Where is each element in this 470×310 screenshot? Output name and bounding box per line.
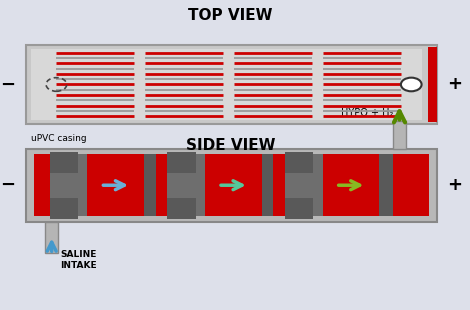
Text: TOP VIEW: TOP VIEW (188, 8, 273, 23)
Bar (50, 154, 87, 216)
Bar (379, 154, 391, 216)
Bar (38, 154, 50, 216)
Bar (34, 154, 38, 216)
Bar (50, 197, 78, 219)
Bar (323, 154, 379, 216)
Bar (34, 154, 429, 216)
Bar (285, 197, 313, 219)
Bar (26, 45, 437, 124)
Bar (87, 154, 144, 216)
Bar (393, 121, 406, 149)
Bar (167, 197, 196, 219)
Text: SALINE
INTAKE: SALINE INTAKE (60, 250, 97, 270)
Circle shape (401, 78, 422, 91)
Text: −: − (0, 176, 16, 194)
Bar (393, 154, 429, 216)
Bar (285, 152, 313, 173)
Bar (262, 154, 274, 216)
Text: −: − (0, 75, 16, 94)
Bar (167, 152, 196, 173)
Bar (144, 154, 156, 216)
Bar (274, 154, 285, 216)
Bar (167, 154, 205, 216)
Bar (156, 154, 167, 216)
Bar (205, 154, 262, 216)
Bar (26, 149, 437, 222)
Text: +: + (447, 75, 462, 94)
Bar (285, 154, 323, 216)
Text: +: + (447, 176, 462, 194)
Bar (45, 222, 58, 253)
Text: uPVC casing: uPVC casing (31, 134, 86, 143)
Bar (50, 152, 78, 173)
Bar (428, 46, 437, 122)
Bar (31, 49, 422, 120)
Text: HYPO + H₂: HYPO + H₂ (342, 108, 394, 118)
Text: SIDE VIEW: SIDE VIEW (186, 138, 275, 153)
